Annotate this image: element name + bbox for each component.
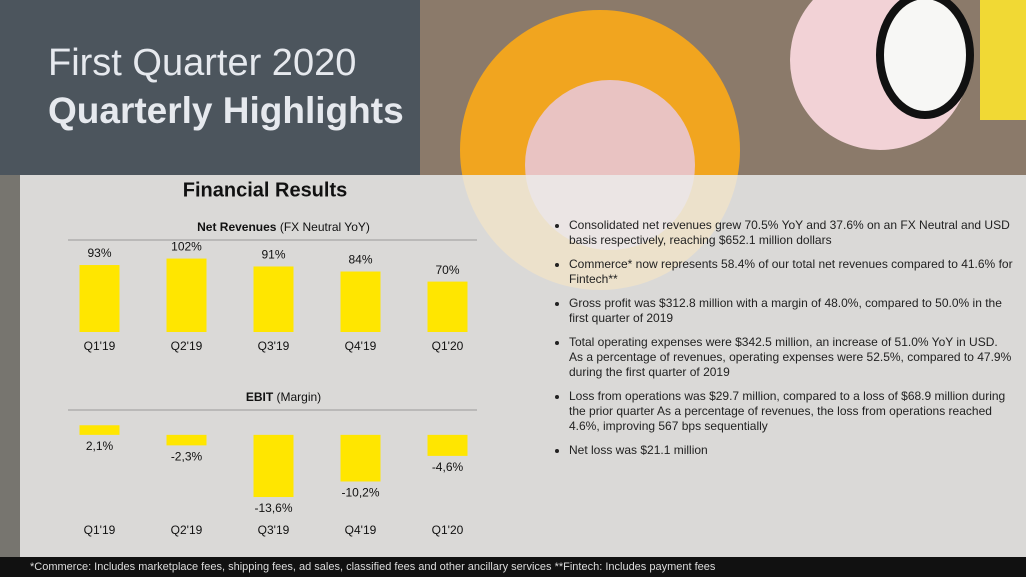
x-tick-label: Q1'20	[432, 523, 464, 537]
value-label: 70%	[435, 263, 459, 277]
value-label: -4,6%	[432, 460, 464, 474]
chart-subtitle: (FX Neutral YoY)	[280, 220, 370, 234]
x-tick-label: Q1'20	[432, 339, 464, 353]
x-tick-label: Q1'19	[84, 523, 116, 537]
value-label: 2,1%	[86, 439, 114, 453]
title-line1: First Quarter 2020	[48, 42, 357, 84]
x-tick-label: Q1'19	[84, 339, 116, 353]
bar	[79, 265, 120, 332]
bar	[79, 425, 120, 435]
bullet: Loss from operations was $29.7 million, …	[569, 389, 1014, 434]
title-line2: Quarterly Highlights	[48, 90, 404, 131]
bar	[166, 258, 207, 332]
chart-title-main: EBIT	[246, 390, 274, 404]
footnote: *Commerce: Includes marketplace fees, sh…	[0, 557, 1026, 577]
value-label: -10,2%	[341, 486, 379, 500]
x-tick-label: Q3'19	[258, 523, 290, 537]
value-label: -2,3%	[171, 450, 203, 464]
bar	[253, 266, 294, 332]
x-tick-label: Q4'19	[345, 523, 377, 537]
value-label: 91%	[261, 248, 285, 262]
chart-title: EBIT (Margin)	[246, 390, 321, 404]
x-tick-label: Q3'19	[258, 339, 290, 353]
bar	[253, 434, 294, 498]
bar	[427, 434, 468, 456]
bar	[166, 434, 207, 446]
value-label: 84%	[348, 253, 372, 267]
bar	[340, 271, 381, 332]
bar	[340, 434, 381, 482]
bullet: Commerce* now represents 58.4% of our to…	[569, 257, 1014, 287]
x-tick-label: Q4'19	[345, 339, 377, 353]
value-label: 102%	[171, 240, 202, 254]
x-tick-label: Q2'19	[171, 339, 203, 353]
bullet-list: Consolidated net revenues grew 70.5% YoY…	[552, 218, 1014, 467]
bullet: Total operating expenses were $342.5 mil…	[569, 335, 1014, 380]
chart-title-main: Net Revenues	[197, 220, 277, 234]
chart-title: Net Revenues (FX Neutral YoY)	[197, 220, 370, 234]
bullet: Net loss was $21.1 million	[569, 443, 1014, 458]
value-label: 93%	[87, 246, 111, 260]
bullet: Gross profit was $312.8 million with a m…	[569, 296, 1014, 326]
value-label: -13,6%	[254, 501, 292, 515]
bullet: Consolidated net revenues grew 70.5% YoY…	[569, 218, 1014, 248]
bar	[427, 281, 468, 332]
x-tick-label: Q2'19	[171, 523, 203, 537]
section-title: Financial Results	[183, 179, 348, 201]
chart-subtitle: (Margin)	[277, 390, 322, 404]
